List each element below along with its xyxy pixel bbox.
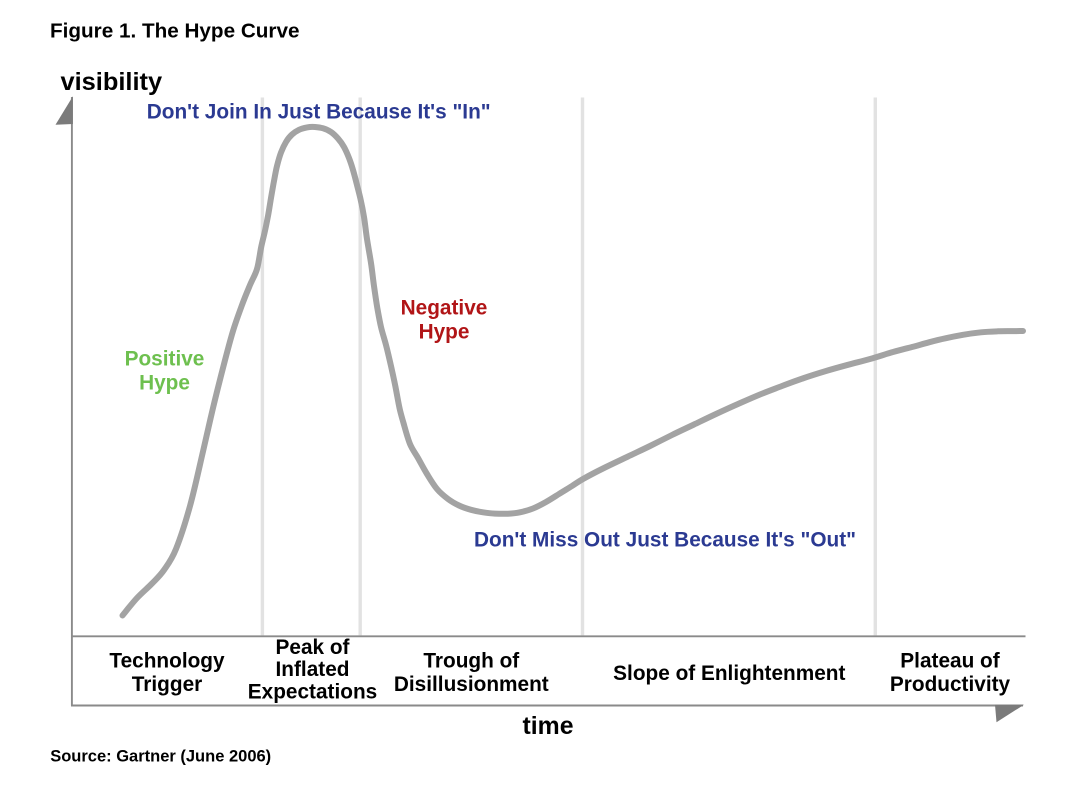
svg-text:Hype: Hype xyxy=(139,372,190,395)
svg-text:Slope of Enlightenment: Slope of Enlightenment xyxy=(613,662,845,685)
svg-text:Source: Gartner (June 2006): Source: Gartner (June 2006) xyxy=(50,748,271,766)
svg-text:Plateau of: Plateau of xyxy=(900,649,999,672)
svg-text:Disillusionment: Disillusionment xyxy=(394,673,549,696)
svg-text:Productivity: Productivity xyxy=(890,673,1011,696)
svg-text:Don't Miss Out Just Because It: Don't Miss Out Just Because It's "Out" xyxy=(474,528,856,551)
svg-text:Trigger: Trigger xyxy=(132,673,203,696)
svg-text:Trough of: Trough of xyxy=(423,649,519,672)
svg-text:Technology: Technology xyxy=(109,649,225,672)
svg-text:Negative: Negative xyxy=(401,296,488,319)
svg-text:Don't Join In Just Because It': Don't Join In Just Because It's "In" xyxy=(147,101,491,124)
svg-text:time: time xyxy=(523,713,574,740)
svg-text:Inflated: Inflated xyxy=(276,658,350,681)
svg-text:visibility: visibility xyxy=(61,68,163,96)
svg-text:Figure 1. The Hype Curve: Figure 1. The Hype Curve xyxy=(50,19,299,42)
svg-text:Positive: Positive xyxy=(125,347,205,370)
svg-text:Hype: Hype xyxy=(419,321,470,344)
svg-text:Peak of: Peak of xyxy=(276,636,350,659)
svg-text:Expectations: Expectations xyxy=(248,680,377,703)
